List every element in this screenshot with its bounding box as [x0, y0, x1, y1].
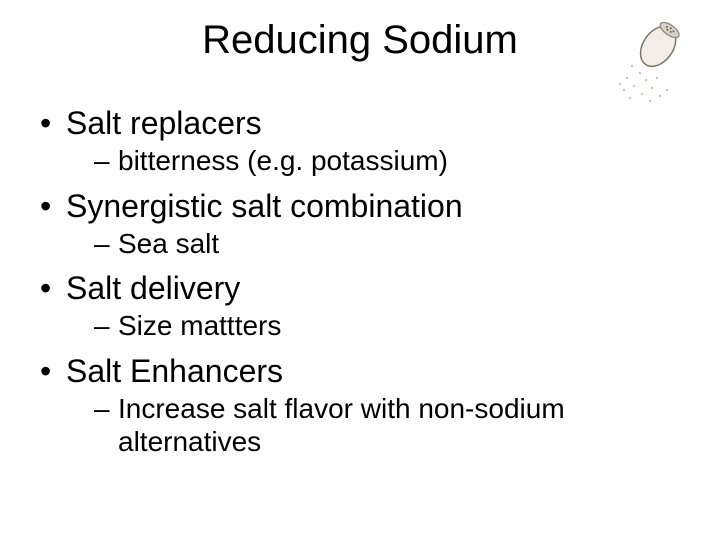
bullet-item: Synergistic salt combination — [40, 188, 680, 225]
sub-bullet-item: Sea salt — [40, 227, 680, 261]
bullet-item: Salt Enhancers — [40, 353, 680, 390]
sub-bullet-item: bitterness (e.g. potassium) — [40, 144, 680, 178]
bullet-item: Salt replacers — [40, 105, 680, 142]
sub-bullet-item: Size mattters — [40, 309, 680, 343]
slide: Reducing Sodium — [0, 0, 720, 540]
content-area: Salt replacers bitterness (e.g. potassiu… — [40, 95, 680, 465]
sub-bullet-item: Increase salt flavor with non-sodium alt… — [40, 392, 680, 459]
bullet-item: Salt delivery — [40, 270, 680, 307]
